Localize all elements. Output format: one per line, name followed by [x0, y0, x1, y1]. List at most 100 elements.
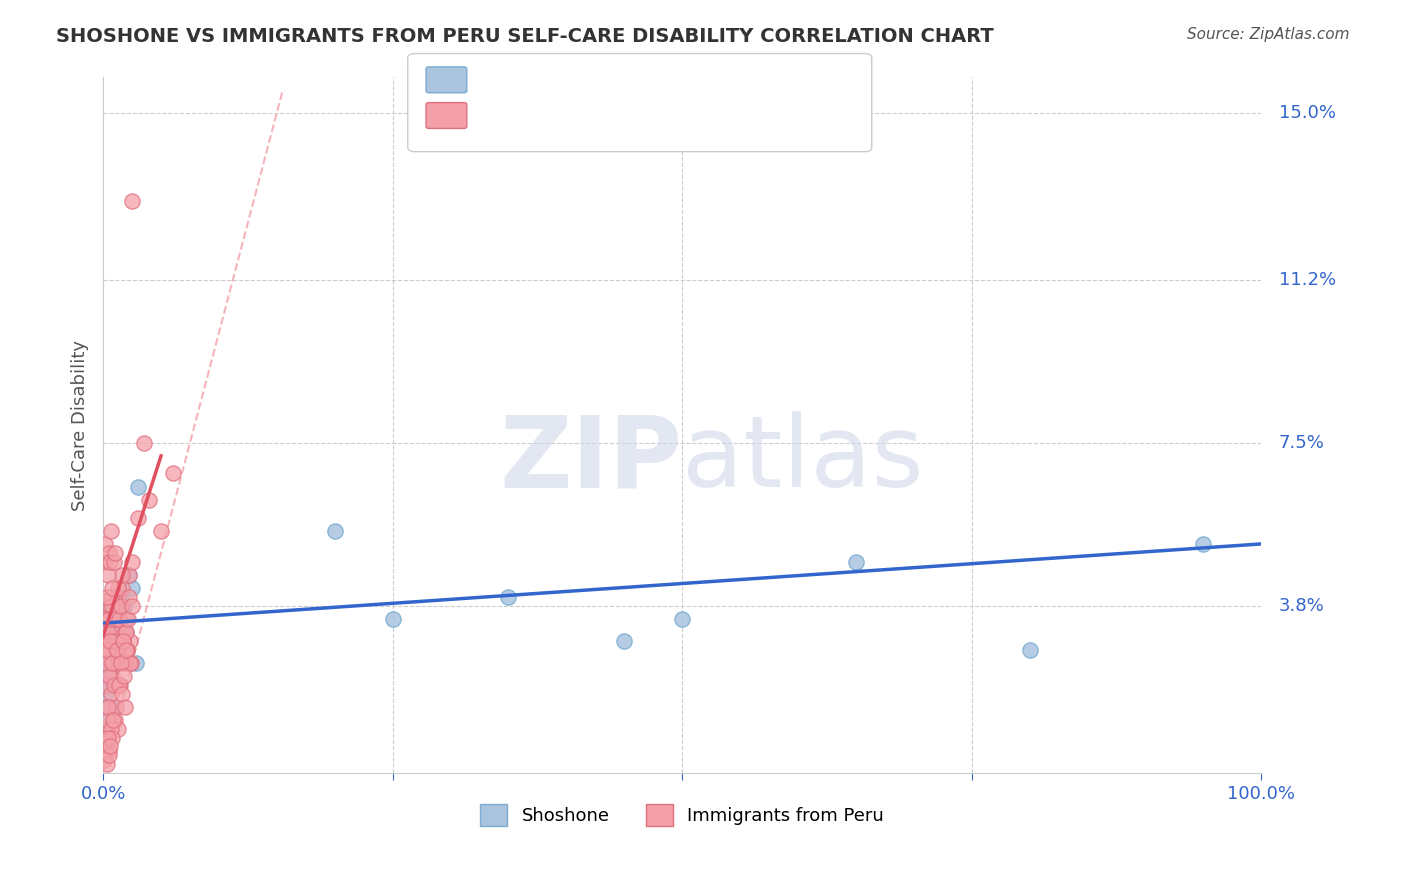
Immigrants from Peru	[101, 713, 124, 727]
Immigrants from Peru	[97, 546, 120, 560]
Immigrants from Peru	[94, 537, 117, 551]
Shoshone	[104, 599, 127, 613]
Text: N =: N =	[583, 69, 617, 87]
Shoshone	[115, 624, 138, 639]
Immigrants from Peru	[96, 642, 118, 657]
Shoshone	[1018, 642, 1040, 657]
Text: Source: ZipAtlas.com: Source: ZipAtlas.com	[1187, 27, 1350, 42]
Immigrants from Peru	[93, 554, 115, 568]
Immigrants from Peru	[111, 687, 134, 701]
Immigrants from Peru	[127, 510, 149, 524]
Shoshone	[101, 642, 124, 657]
Immigrants from Peru	[101, 581, 124, 595]
Shoshone	[107, 624, 129, 639]
Immigrants from Peru	[121, 194, 143, 208]
Immigrants from Peru	[101, 731, 124, 745]
Shoshone	[121, 581, 143, 595]
Immigrants from Peru	[162, 467, 184, 481]
Immigrants from Peru	[104, 713, 127, 727]
Immigrants from Peru	[97, 669, 120, 683]
Shoshone	[110, 633, 132, 648]
Immigrants from Peru	[97, 567, 120, 582]
Immigrants from Peru	[97, 624, 120, 639]
Shoshone	[127, 480, 149, 494]
Shoshone	[94, 687, 117, 701]
Immigrants from Peru	[100, 590, 122, 604]
Immigrants from Peru	[114, 624, 136, 639]
Immigrants from Peru	[117, 642, 139, 657]
Immigrants from Peru	[138, 492, 160, 507]
Immigrants from Peru	[120, 656, 142, 670]
Immigrants from Peru	[111, 633, 134, 648]
Text: 34: 34	[623, 69, 648, 87]
Shoshone	[98, 678, 121, 692]
Immigrants from Peru	[98, 554, 121, 568]
Immigrants from Peru	[97, 612, 120, 626]
Immigrants from Peru	[104, 546, 127, 560]
Shoshone	[124, 656, 146, 670]
Immigrants from Peru	[93, 612, 115, 626]
Shoshone	[117, 567, 139, 582]
Immigrants from Peru	[96, 642, 118, 657]
Immigrants from Peru	[115, 612, 138, 626]
Immigrants from Peru	[97, 642, 120, 657]
Immigrants from Peru	[114, 656, 136, 670]
Immigrants from Peru	[100, 722, 122, 736]
Shoshone	[613, 633, 636, 648]
Text: 0.330: 0.330	[513, 104, 569, 122]
Immigrants from Peru	[101, 669, 124, 683]
Shoshone	[110, 590, 132, 604]
Text: 100: 100	[623, 104, 661, 122]
Immigrants from Peru	[93, 753, 115, 767]
Text: R =: R =	[475, 69, 515, 87]
Immigrants from Peru	[100, 656, 122, 670]
Immigrants from Peru	[103, 633, 125, 648]
Immigrants from Peru	[105, 642, 128, 657]
Immigrants from Peru	[97, 748, 120, 763]
Y-axis label: Self-Care Disability: Self-Care Disability	[72, 340, 89, 510]
Immigrants from Peru	[112, 633, 135, 648]
Immigrants from Peru	[107, 722, 129, 736]
Immigrants from Peru	[100, 524, 122, 538]
Immigrants from Peru	[110, 599, 132, 613]
Immigrants from Peru	[98, 599, 121, 613]
Shoshone	[381, 612, 404, 626]
Text: atlas: atlas	[682, 411, 924, 508]
Immigrants from Peru	[117, 567, 139, 582]
Immigrants from Peru	[97, 731, 120, 745]
Shoshone	[112, 599, 135, 613]
Immigrants from Peru	[98, 612, 121, 626]
Immigrants from Peru	[94, 722, 117, 736]
Shoshone	[1192, 537, 1215, 551]
Shoshone	[671, 612, 693, 626]
Shoshone	[108, 590, 131, 604]
Immigrants from Peru	[93, 656, 115, 670]
Immigrants from Peru	[107, 612, 129, 626]
Immigrants from Peru	[97, 633, 120, 648]
Text: ZIP: ZIP	[499, 411, 682, 508]
Immigrants from Peru	[118, 590, 141, 604]
Immigrants from Peru	[104, 624, 127, 639]
Immigrants from Peru	[111, 567, 134, 582]
Immigrants from Peru	[94, 624, 117, 639]
Immigrants from Peru	[114, 624, 136, 639]
Immigrants from Peru	[120, 656, 142, 670]
Shoshone	[97, 656, 120, 670]
Shoshone	[104, 612, 127, 626]
Shoshone	[96, 633, 118, 648]
Immigrants from Peru	[97, 699, 120, 714]
Immigrants from Peru	[101, 599, 124, 613]
Immigrants from Peru	[110, 599, 132, 613]
Shoshone	[105, 612, 128, 626]
Text: N =: N =	[583, 104, 617, 122]
Immigrants from Peru	[108, 678, 131, 692]
Shoshone	[97, 699, 120, 714]
Immigrants from Peru	[108, 678, 131, 692]
Immigrants from Peru	[98, 633, 121, 648]
Text: 3.8%: 3.8%	[1278, 597, 1324, 615]
Immigrants from Peru	[107, 612, 129, 626]
Immigrants from Peru	[98, 739, 121, 754]
Immigrants from Peru	[103, 554, 125, 568]
Immigrants from Peru	[94, 678, 117, 692]
Immigrants from Peru	[94, 612, 117, 626]
